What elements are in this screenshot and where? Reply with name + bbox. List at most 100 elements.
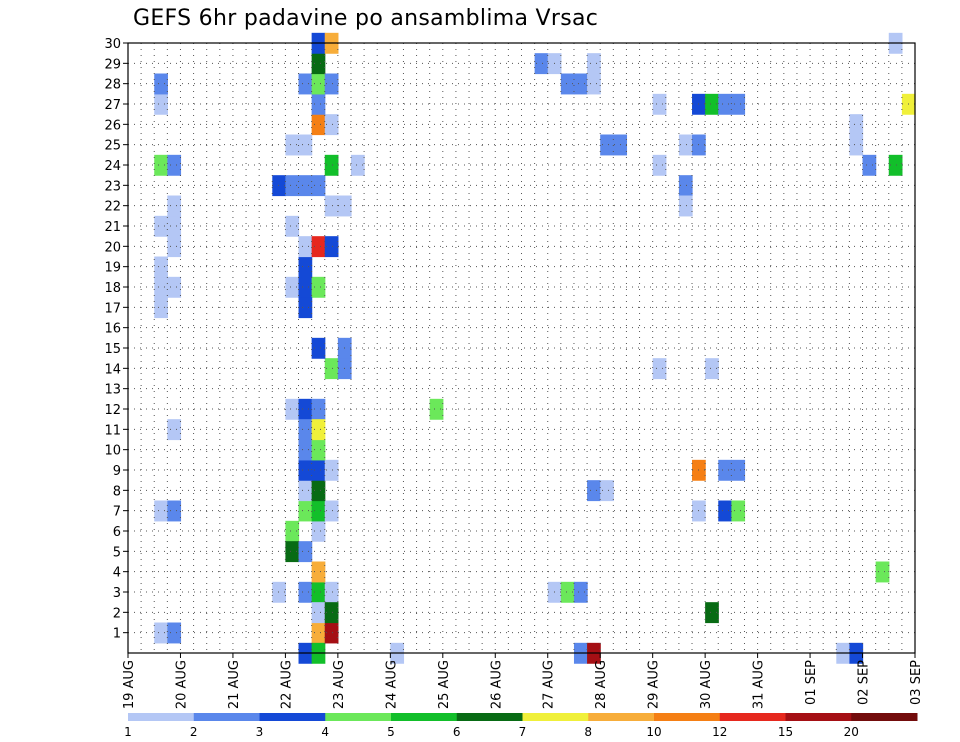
y-tick-label: 4 xyxy=(113,566,121,581)
heatmap-cell xyxy=(311,398,326,420)
heatmap-cell xyxy=(705,602,719,624)
heatmap-cell xyxy=(311,276,326,298)
legend-level-label: 8 xyxy=(584,725,592,739)
heatmap-cell xyxy=(167,236,182,258)
y-tick-label: 5 xyxy=(113,545,121,560)
x-tick-label: 01 SEP xyxy=(804,660,819,705)
heatmap-cell xyxy=(154,93,168,115)
heatmap-cell xyxy=(600,480,614,502)
heatmap-cell xyxy=(678,195,693,217)
heatmap-cell xyxy=(324,73,339,95)
x-tick-label: 02 SEP xyxy=(857,660,872,705)
legend-color-swatch xyxy=(522,713,589,721)
heatmap-cell xyxy=(285,520,300,542)
heatmap-cell xyxy=(678,175,693,197)
heatmap-cell xyxy=(311,480,326,502)
heatmap-cell xyxy=(862,154,877,176)
heatmap-cell xyxy=(285,276,300,298)
heatmap-cell xyxy=(298,581,313,603)
heatmap-cell xyxy=(573,73,588,95)
heatmap-cell xyxy=(587,480,601,502)
heatmap-cell xyxy=(311,175,326,197)
legend-color-swatch xyxy=(325,713,392,721)
heatmap-cell xyxy=(298,541,313,563)
y-tick-label: 28 xyxy=(104,78,121,93)
heatmap-cell xyxy=(888,154,903,176)
heatmap-cell xyxy=(311,459,326,481)
heatmap-cell xyxy=(272,581,286,603)
heatmap-cell xyxy=(652,358,667,380)
y-tick-label: 24 xyxy=(104,159,121,174)
heatmap-cell xyxy=(731,500,746,522)
heatmap-cell xyxy=(875,561,890,583)
legend-color-swatch xyxy=(456,713,523,721)
y-tick-label: 20 xyxy=(104,240,121,255)
y-tick-label: 11 xyxy=(104,423,121,438)
y-tick-label: 13 xyxy=(104,383,121,398)
legend-level-label: 12 xyxy=(712,725,727,739)
y-tick-label: 26 xyxy=(104,118,121,133)
y-tick-label: 17 xyxy=(104,301,121,316)
y-axis-labels: 1234567891011121314151617181920212223242… xyxy=(104,37,128,642)
x-tick-label: 22 AUG xyxy=(279,660,294,709)
heatmap-cell xyxy=(298,398,313,420)
heatmap-cell xyxy=(324,622,339,644)
heatmap-cell xyxy=(311,114,326,136)
heatmap-cell xyxy=(560,73,575,95)
heatmap-cell xyxy=(718,459,732,481)
y-tick-label: 2 xyxy=(113,606,121,621)
heatmap-cell xyxy=(285,541,300,563)
heatmap-cell xyxy=(311,419,326,441)
heatmap-cell xyxy=(167,154,182,176)
x-tick-label: 29 AUG xyxy=(647,660,662,709)
heatmap-cell xyxy=(298,175,313,197)
legend-level-label: 15 xyxy=(778,725,793,739)
plot-frame xyxy=(127,42,916,654)
color-legend: 1 2 3 4 5 6 7 8 10 12 15 20 xyxy=(124,713,918,739)
x-tick-label: 27 AUG xyxy=(542,660,557,709)
legend-color-swatch xyxy=(851,713,918,721)
heatmap-cell xyxy=(298,419,313,441)
x-tick-label: 20 AUG xyxy=(174,660,189,709)
heatmap-cell xyxy=(311,581,326,603)
x-tick-label: 26 AUG xyxy=(489,660,504,709)
y-tick-label: 1 xyxy=(113,627,121,642)
heatmap-cell xyxy=(311,561,326,583)
y-tick-label: 27 xyxy=(104,98,121,113)
x-tick-label: 28 AUG xyxy=(594,660,609,709)
heatmap-cell xyxy=(324,114,339,136)
y-tick-label: 29 xyxy=(104,57,121,72)
heatmap-cell xyxy=(311,520,326,542)
x-tick-label: 19 AUG xyxy=(122,660,137,709)
heatmap-cell xyxy=(324,500,339,522)
heatmap-cell xyxy=(298,297,313,319)
legend-level-label: 7 xyxy=(519,725,527,739)
heatmap-cell xyxy=(154,256,168,278)
legend-color-swatch xyxy=(193,713,260,721)
heatmap-cell xyxy=(285,215,300,237)
heatmap-cell xyxy=(311,73,326,95)
heatmap-cell xyxy=(285,175,300,197)
heatmap-cell xyxy=(311,602,326,624)
y-tick-label: 14 xyxy=(104,362,121,377)
heatmap-cell xyxy=(154,215,168,237)
legend-color-swatch xyxy=(785,713,852,721)
heatmap-cell xyxy=(298,256,313,278)
heatmap-cell xyxy=(324,581,339,603)
heatmap-cell xyxy=(849,134,864,156)
y-tick-label: 21 xyxy=(104,220,121,235)
heatmap-cell xyxy=(350,154,365,176)
heatmap-cell xyxy=(298,73,313,95)
y-tick-label: 9 xyxy=(113,464,121,479)
heatmap-cell xyxy=(298,500,313,522)
legend-color-swatch xyxy=(128,713,195,721)
legend-level-label: 5 xyxy=(387,725,395,739)
heatmap-cell xyxy=(311,93,326,115)
heatmap-cell xyxy=(324,459,339,481)
y-tick-label: 18 xyxy=(104,281,121,296)
heatmap-cell xyxy=(167,622,182,644)
heatmap-cell xyxy=(324,236,339,258)
x-tick-label: 24 AUG xyxy=(384,660,399,709)
heatmap-cell xyxy=(167,195,182,217)
